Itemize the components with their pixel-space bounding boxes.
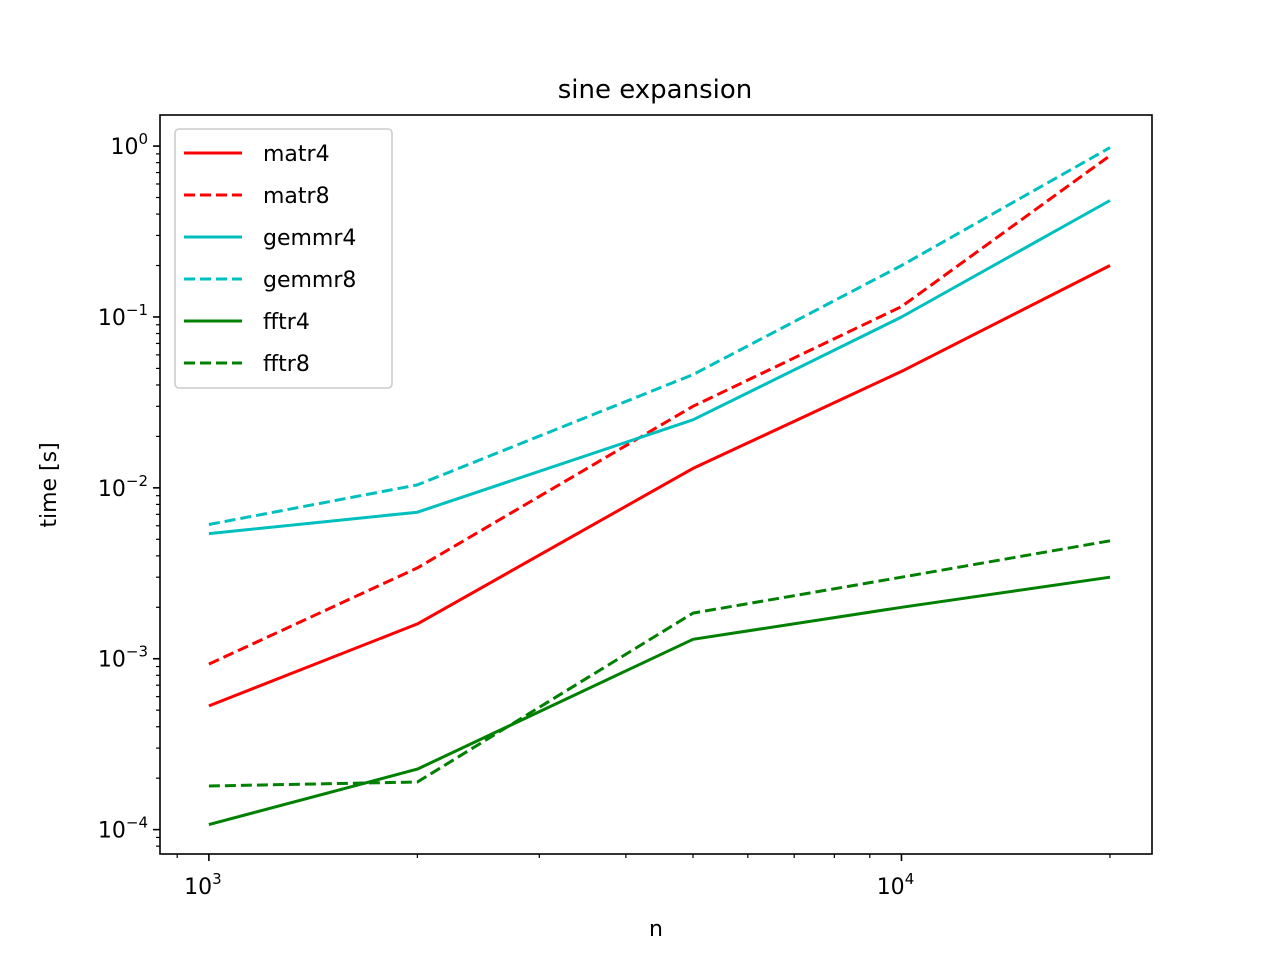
y-tick-label: 10−3 (98, 643, 148, 673)
legend-items: matr4 matr8 gemmr4 gemmr8 fftr4 fftr8 (184, 142, 356, 377)
y-axis-label: time [s] (37, 442, 62, 527)
chart-title: sine expansion (558, 75, 753, 105)
legend-label-fftr8: fftr8 (263, 352, 310, 377)
series-line-gemmr4 (208, 199, 1111, 536)
y-tick-label: 10−2 (98, 472, 148, 502)
x-tick-label-base: 10 (877, 875, 905, 900)
plot-frame (159, 114, 1153, 855)
x-axis-label: n (649, 917, 663, 942)
legend: matr4 matr8 gemmr4 gemmr8 fftr4 fftr8 (174, 128, 393, 389)
x-axis: 103 104 (176, 854, 1111, 900)
x-tick-label: 104 (877, 870, 915, 900)
y-tick-label-base: 10 (98, 648, 126, 673)
series-group (208, 146, 1111, 827)
y-tick-label-base: 10 (98, 477, 126, 502)
legend-label-matr4: matr4 (263, 142, 330, 167)
legend-label-gemmr8: gemmr8 (263, 268, 356, 293)
y-tick-label-exponent: −4 (126, 814, 148, 832)
y-tick-label-base: 10 (110, 135, 138, 160)
x-tick-label: 103 (184, 870, 222, 900)
series-line-matr8 (208, 154, 1111, 666)
y-tick-label: 10−1 (98, 301, 148, 331)
series-line-matr4 (208, 264, 1111, 708)
legend-label-matr8: matr8 (263, 184, 330, 209)
legend-label-gemmr4: gemmr4 (263, 226, 356, 251)
y-tick-label: 10−4 (98, 814, 148, 844)
y-tick-label: 100 (110, 130, 148, 160)
series-line-fftr8 (208, 539, 1111, 788)
y-tick-label-base: 10 (98, 306, 126, 331)
y-tick-label-exponent: −2 (126, 472, 148, 490)
x-tick-label-base: 10 (184, 875, 212, 900)
y-tick-label-exponent: −3 (126, 643, 148, 661)
y-tick-label-base: 10 (98, 819, 126, 844)
x-tick-label-exponent: 3 (212, 870, 222, 888)
legend-label-fftr4: fftr4 (263, 310, 310, 335)
legend-box (174, 128, 393, 389)
series-line-fftr4 (208, 575, 1111, 827)
series-line-gemmr8 (208, 146, 1111, 526)
x-tick-label-exponent: 4 (905, 870, 915, 888)
y-tick-label-exponent: −1 (126, 301, 148, 319)
y-tick-label-exponent: 0 (138, 130, 148, 148)
